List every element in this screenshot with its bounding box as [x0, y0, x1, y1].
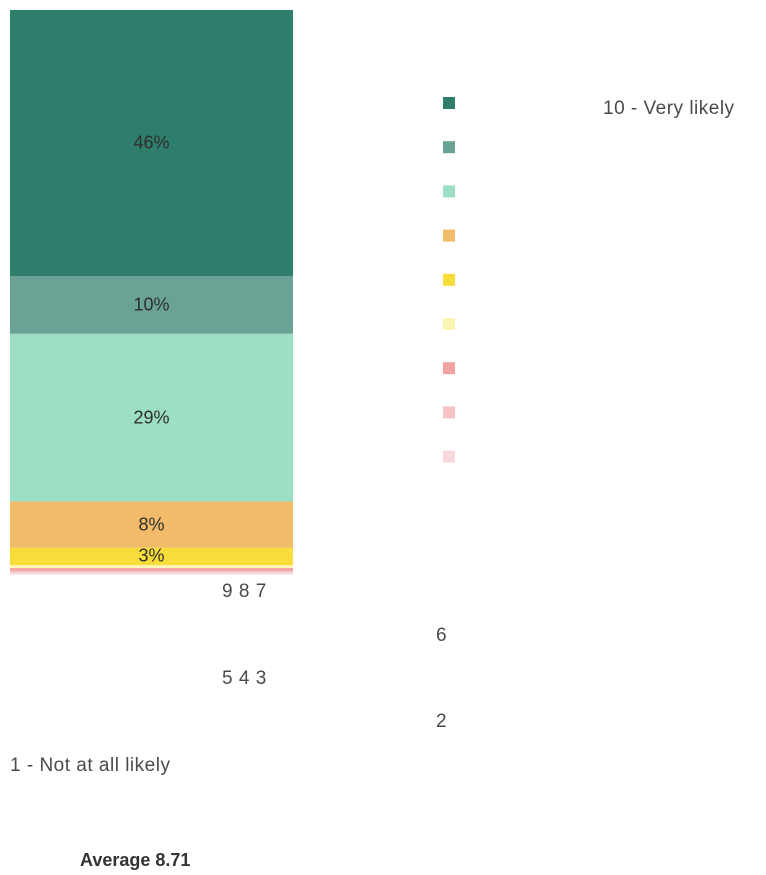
bar-segment-4 [10, 568, 293, 571]
legend-swatch-8 [443, 185, 455, 198]
bar-segment-5 [10, 565, 293, 569]
data-label-9: 10% [133, 294, 170, 315]
data-label-10: 46% [133, 132, 170, 153]
legend-swatch-9 [443, 141, 455, 154]
legend-swatch-2 [443, 450, 455, 463]
bar-segment-10 [10, 10, 293, 277]
average-text: Average 8.71 [80, 850, 191, 870]
legend-label-6: 6 [436, 625, 448, 646]
legend-label-9-8-7: 9 8 7 [222, 581, 267, 602]
legend-swatch-10 [443, 97, 455, 109]
legend-label-5-4-3: 5 4 3 [222, 668, 267, 689]
legend-swatch-3 [443, 406, 455, 419]
legend-label-not-likely: 1 - Not at all likely [10, 755, 171, 776]
bar-segment-9 [10, 276, 293, 334]
legend-swatch-4 [443, 362, 455, 375]
legend-label-2: 2 [436, 711, 448, 732]
bar-segment-3 [10, 570, 293, 573]
bar-segment-2 [10, 572, 293, 574]
data-label-7: 8% [138, 514, 165, 535]
legend-label-very-likely: 10 - Very likely [603, 98, 735, 119]
bar-segment-1 [10, 573, 293, 575]
bar-segment-6 [10, 547, 293, 566]
data-label-6: 3% [138, 545, 165, 566]
data-label-8: 29% [133, 407, 170, 428]
legend-swatch-6 [443, 273, 455, 286]
legend-swatch-5 [443, 318, 455, 330]
legend-swatch-7 [443, 229, 455, 242]
bar-segment-8 [10, 333, 293, 502]
bar-segment-7 [10, 501, 293, 548]
